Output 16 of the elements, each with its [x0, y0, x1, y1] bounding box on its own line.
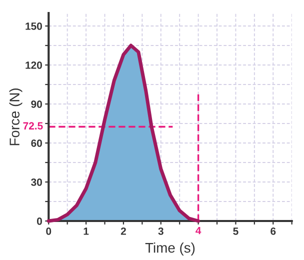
x-tick-label: 3	[158, 228, 164, 235]
y-tick-label: 30	[31, 178, 42, 186]
y-tick-label: 150	[26, 22, 42, 30]
y-tick-label: 0	[37, 218, 42, 225]
x-axis-title: Time (s)	[145, 242, 195, 256]
x-tick-label: 0	[46, 228, 52, 235]
y-tick-label: 60	[31, 140, 42, 147]
ref-line-label: 4	[196, 226, 202, 234]
y-tick-label: 90	[31, 100, 42, 108]
ref-line-label: 72.5	[23, 122, 43, 130]
x-tick-label: 1	[84, 228, 89, 235]
x-tick-label: 6	[270, 228, 276, 235]
y-axis-title: Force (N)	[9, 88, 22, 146]
x-tick-label: 2	[120, 228, 126, 235]
x-tick-label: 5	[233, 228, 238, 235]
y-tick-label: 120	[26, 62, 42, 69]
